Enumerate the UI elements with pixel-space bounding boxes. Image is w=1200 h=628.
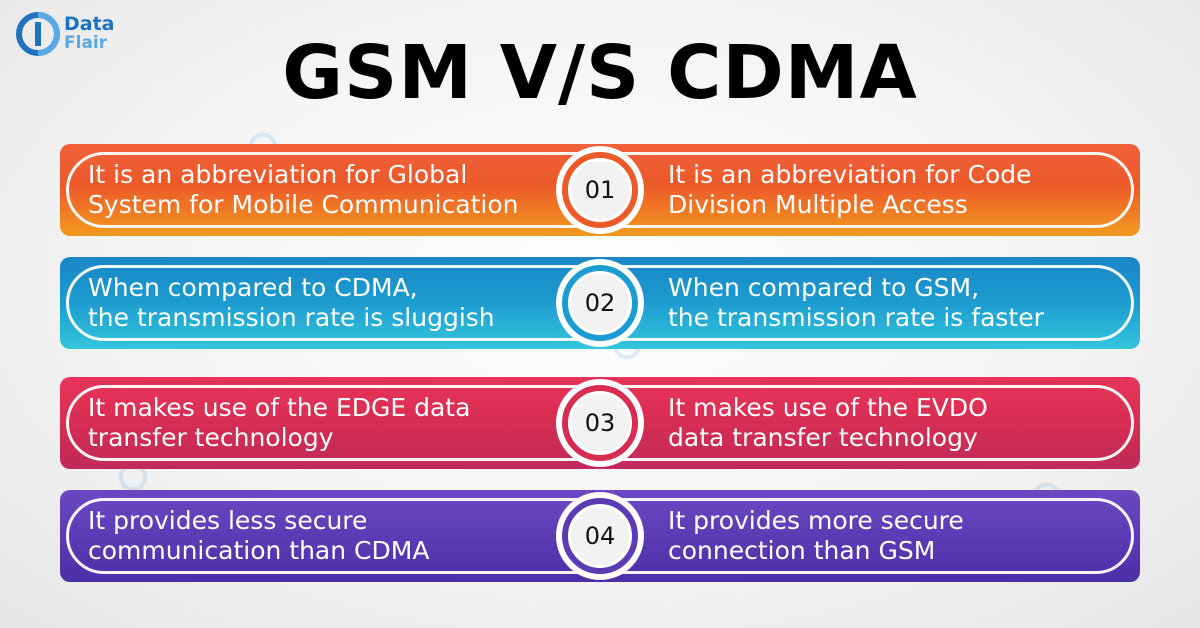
cdma-cell: It provides more secure connection than … xyxy=(668,490,1128,582)
comparison-row-3: It makes use of the EDGE data transfer t… xyxy=(60,377,1140,469)
gsm-cell: It makes use of the EDGE data transfer t… xyxy=(88,377,568,469)
dataflair-logo-icon xyxy=(16,12,60,56)
cdma-cell: It is an abbreviation for Code Division … xyxy=(668,144,1128,236)
gsm-cell: When compared to CDMA, the transmission … xyxy=(88,257,568,349)
number-badge-ring xyxy=(556,259,644,347)
gsm-text: It is an abbreviation for Global System … xyxy=(88,160,519,219)
cdma-cell: It makes use of the EVDO data transfer t… xyxy=(668,377,1128,469)
gsm-text: When compared to CDMA, the transmission … xyxy=(88,273,495,332)
number-badge-ring xyxy=(556,379,644,467)
number-badge-ring xyxy=(556,146,644,234)
row-number: 03 xyxy=(584,409,616,437)
comparison-row-1: It is an abbreviation for Global System … xyxy=(60,144,1140,236)
dataflair-logo: Data Flair xyxy=(16,12,115,56)
comparison-row-2: When compared to CDMA, the transmission … xyxy=(60,257,1140,349)
row-number: 02 xyxy=(584,289,616,317)
cdma-text: When compared to GSM, the transmission r… xyxy=(668,273,1044,332)
cdma-text: It is an abbreviation for Code Division … xyxy=(668,160,1032,219)
row-number: 01 xyxy=(584,176,616,204)
cdma-cell: When compared to GSM, the transmission r… xyxy=(668,257,1128,349)
gsm-cell: It provides less secure communication th… xyxy=(88,490,568,582)
number-badge-ring xyxy=(556,492,644,580)
row-number: 04 xyxy=(584,522,616,550)
logo-line-1: Data xyxy=(64,13,115,35)
gsm-text: It makes use of the EDGE data transfer t… xyxy=(88,393,471,452)
page-title: GSM V/S CDMA xyxy=(282,30,918,116)
gsm-text: It provides less secure communication th… xyxy=(88,506,430,565)
comparison-row-4: It provides less secure communication th… xyxy=(60,490,1140,582)
cdma-text: It provides more secure connection than … xyxy=(668,506,964,565)
gsm-cell: It is an abbreviation for Global System … xyxy=(88,144,568,236)
cdma-text: It makes use of the EVDO data transfer t… xyxy=(668,393,988,452)
logo-line-2: Flair xyxy=(64,33,108,53)
